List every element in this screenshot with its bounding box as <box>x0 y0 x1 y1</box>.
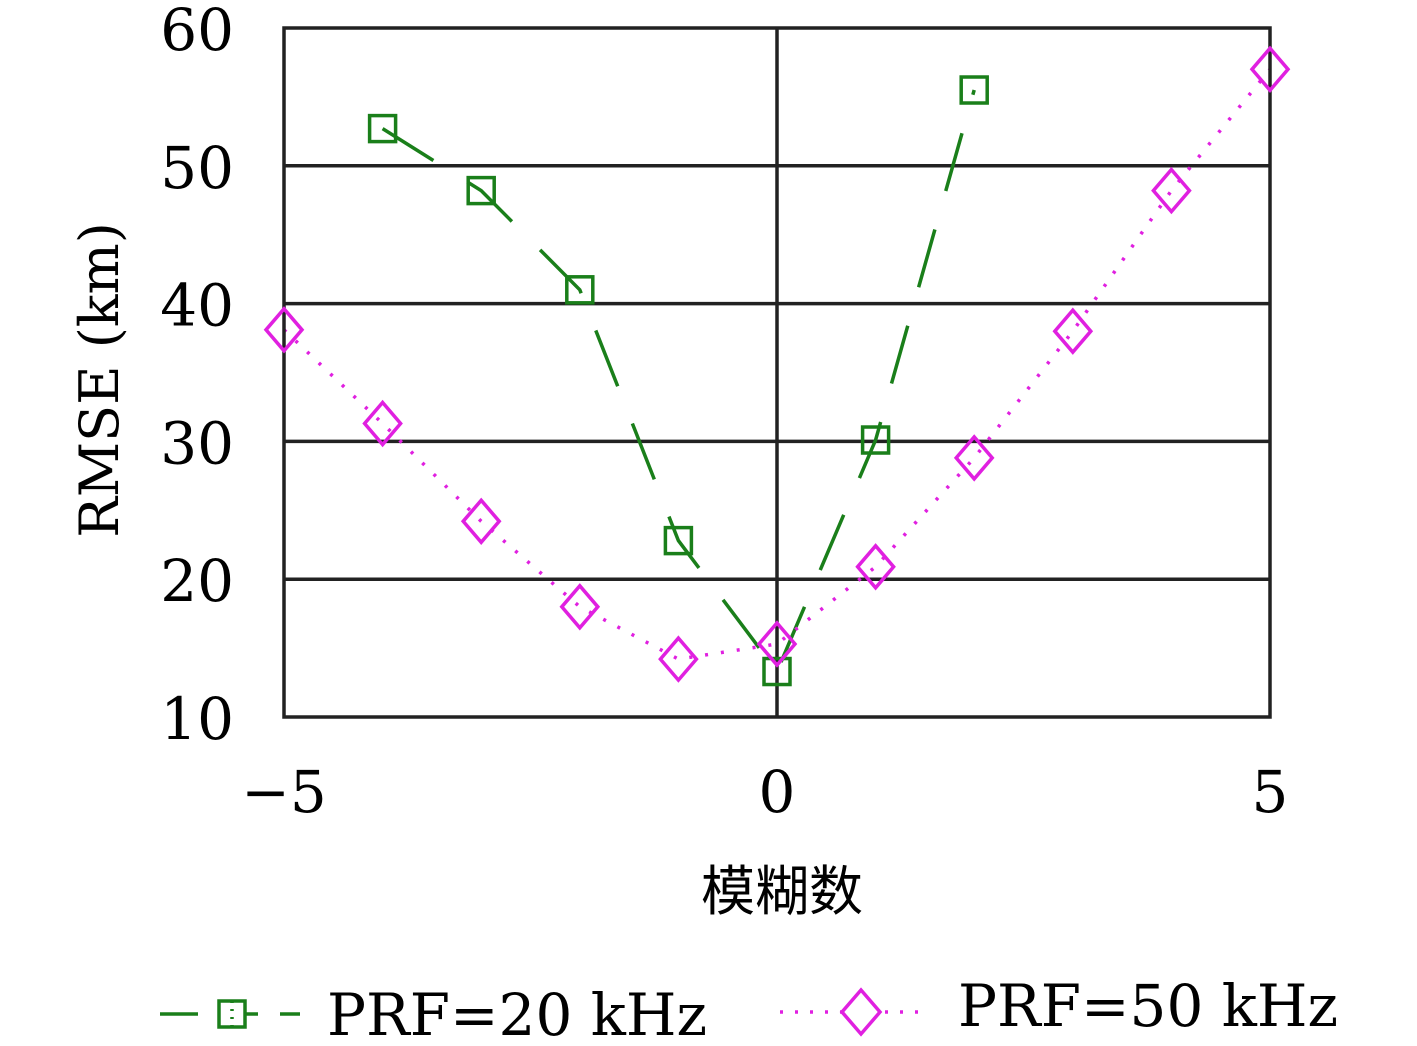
y-tick-label: 50 <box>160 134 234 202</box>
data-point-square <box>367 113 398 144</box>
legend-label-prf-50: PRF=50 kHz <box>958 972 1338 1040</box>
plot-frame <box>282 26 1272 719</box>
data-point-diamond <box>460 497 502 545</box>
data-point-diamond <box>756 620 798 668</box>
series-line-0 <box>381 89 976 675</box>
legend-square-marker <box>217 999 247 1029</box>
x-tick-label: 5 <box>1252 758 1289 826</box>
y-tick-label: 60 <box>160 0 234 64</box>
data-point-diamond <box>263 306 305 354</box>
series-lines <box>282 68 1272 675</box>
data-point-square <box>565 275 595 305</box>
legend-item-prf-20: PRF=20 kHz <box>160 981 707 1046</box>
series-markers <box>263 45 1291 687</box>
x-tick-label: −5 <box>241 758 327 826</box>
data-point-diamond <box>953 434 995 482</box>
data-point-square <box>466 175 496 206</box>
data-point-square <box>663 525 694 556</box>
series-line-1 <box>282 68 1272 661</box>
data-point-square <box>860 425 891 455</box>
data-point-diamond <box>1052 307 1094 355</box>
grid-lines <box>284 28 1270 717</box>
data-point-square <box>762 656 792 687</box>
legend-diamond-marker <box>839 987 883 1037</box>
data-point-diamond <box>1151 166 1192 215</box>
legend: PRF=20 kHz PRF=50 kHz <box>160 972 1338 1046</box>
y-tick-label: 20 <box>160 547 234 615</box>
x-axis-label: 模糊数 <box>701 860 863 923</box>
data-point-diamond <box>1249 45 1291 93</box>
y-tick-label: 40 <box>160 272 234 340</box>
data-point-diamond <box>559 583 601 631</box>
data-point-square <box>959 75 989 105</box>
y-axis-label: RMSE (km) <box>68 222 131 538</box>
y-tick-label: 30 <box>160 409 234 477</box>
data-point-diamond <box>362 399 403 448</box>
y-tick-label: 10 <box>160 685 234 753</box>
data-point-diamond <box>855 543 896 591</box>
legend-item-prf-50: PRF=50 kHz <box>780 972 1338 1040</box>
tick-labels: 10 20 30 40 50 60 −5 0 5 <box>160 0 1288 826</box>
x-tick-label: 0 <box>759 758 796 826</box>
legend-label-prf-20: PRF=20 kHz <box>327 981 707 1046</box>
data-point-diamond <box>658 635 699 683</box>
